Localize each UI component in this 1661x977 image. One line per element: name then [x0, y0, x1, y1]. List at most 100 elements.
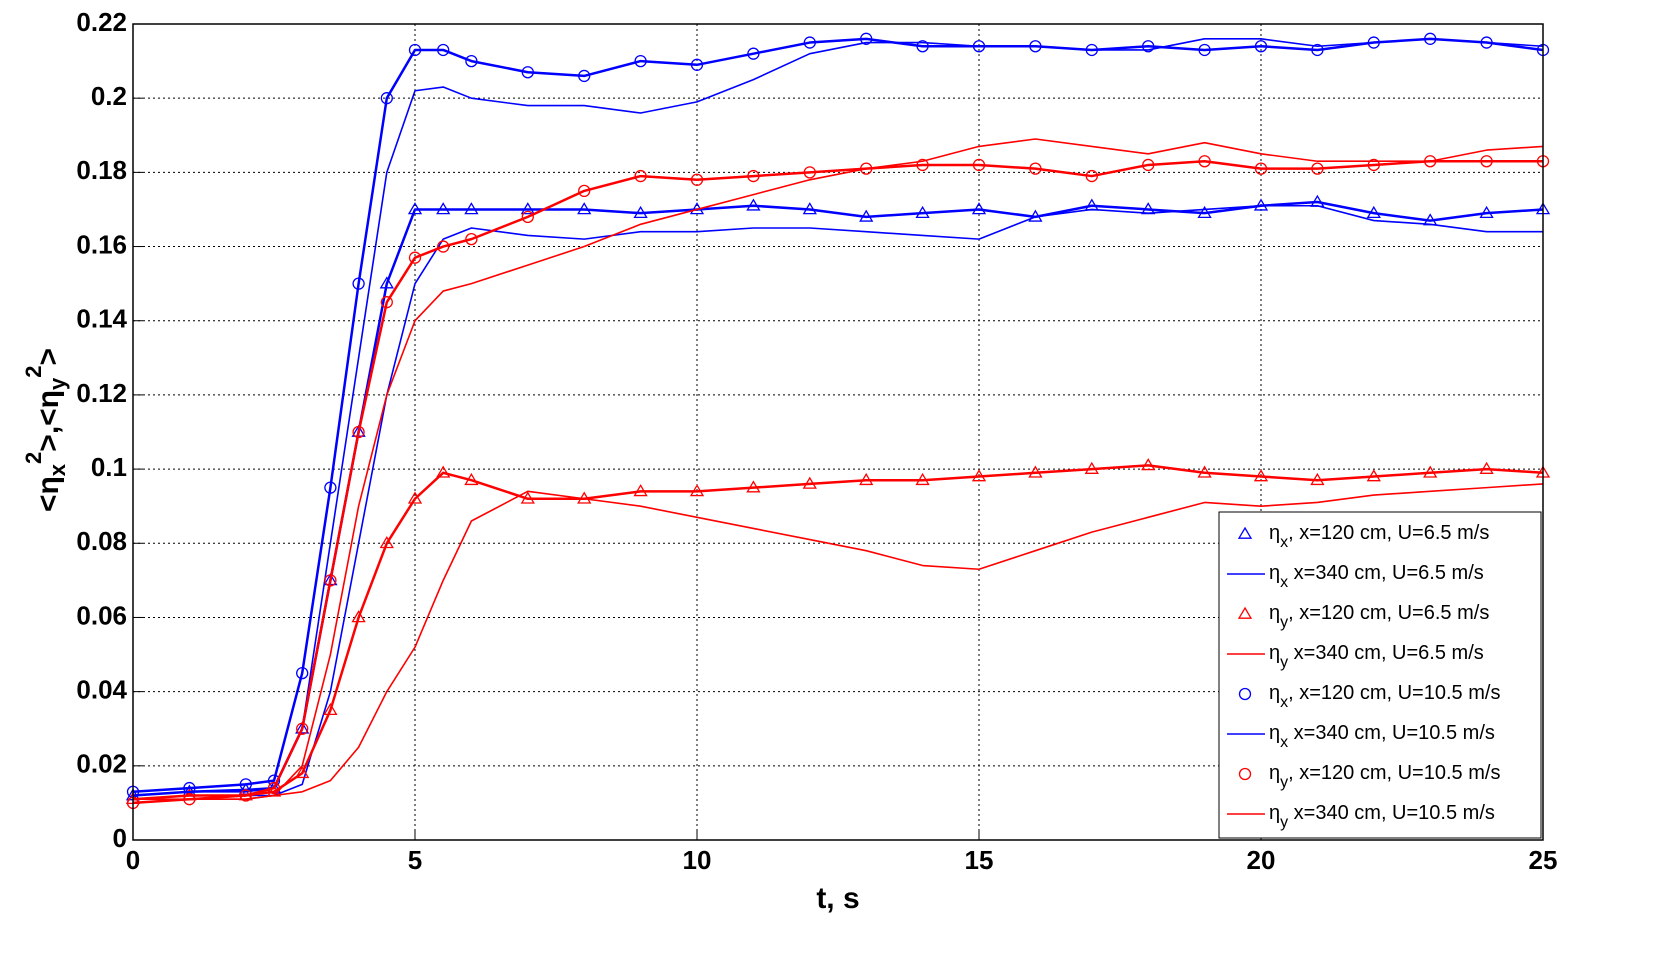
marker [803, 166, 816, 179]
marker [1142, 40, 1155, 53]
legend-label: ηy x=340 cm, U=6.5 m/s [1269, 642, 1484, 671]
x-tick-label: 5 [408, 845, 422, 875]
marker [1029, 162, 1042, 175]
marker [1254, 162, 1268, 175]
marker [689, 484, 705, 497]
marker [380, 92, 393, 105]
marker [1479, 461, 1494, 474]
marker [746, 198, 761, 211]
y-tick-label: 0.08 [76, 526, 127, 556]
legend-label: ηy, x=120 cm, U=10.5 m/s [1269, 762, 1500, 791]
legend: ηx, x=120 cm, U=6.5 m/s ηx x=340 cm, U=6.… [1218, 511, 1542, 839]
plot-frame [132, 23, 1544, 841]
series-line [132, 204, 1543, 800]
marker [1366, 205, 1381, 219]
marker [1197, 465, 1212, 478]
marker [915, 205, 930, 219]
marker [1198, 43, 1211, 57]
marker [1311, 162, 1324, 175]
marker [437, 240, 450, 253]
marker [859, 209, 874, 222]
marker [436, 465, 451, 478]
y-tick-label: 0.02 [76, 749, 127, 779]
marker [859, 472, 874, 486]
marker [578, 69, 591, 83]
legend-label: ηy x=340 cm, U=10.5 m/s [1269, 802, 1495, 831]
x-axis-label: t, s [816, 882, 859, 915]
marker [465, 232, 478, 246]
marker [239, 789, 252, 802]
y-tick-label: 0.12 [76, 378, 127, 408]
marker [1237, 606, 1253, 619]
marker [352, 425, 365, 439]
series-line [133, 483, 1544, 800]
x-tick-label: 20 [1247, 845, 1276, 875]
legend-label: ηx x=340 cm, U=6.5 m/s [1269, 562, 1484, 591]
legend-label: ηx x=340 cm, U=10.5 m/s [1269, 722, 1495, 751]
marker [747, 47, 760, 60]
x-tick-label: 25 [1529, 845, 1558, 875]
marker [323, 702, 338, 716]
marker [1238, 767, 1252, 781]
marker [379, 276, 394, 289]
marker [1142, 158, 1155, 172]
marker [295, 721, 310, 734]
marker [1310, 472, 1325, 486]
legend-label: ηy, x=120 cm, U=6.5 m/s [1269, 602, 1489, 631]
marker [1197, 205, 1212, 219]
y-tick-label: 0.06 [76, 600, 127, 630]
y-tick-label: 0.1 [91, 452, 127, 482]
marker [436, 202, 451, 215]
marker [1480, 155, 1493, 168]
marker [634, 54, 647, 68]
marker [1253, 469, 1269, 482]
marker [1311, 43, 1324, 57]
y-tick-label: 0 [113, 823, 127, 853]
marker [352, 277, 365, 290]
marker [437, 43, 450, 57]
marker [578, 184, 591, 198]
y-axis-label: <ηx2>,<ηy2> [21, 348, 70, 512]
marker [324, 481, 337, 494]
marker [633, 205, 648, 219]
marker [1367, 158, 1380, 172]
y-tick-label: 0.14 [76, 304, 127, 334]
y-tick-label: 0.16 [76, 229, 127, 259]
y-tick-label: 0.18 [76, 155, 127, 185]
marker [408, 43, 422, 57]
marker [520, 202, 535, 215]
x-tick-label: 10 [683, 845, 712, 875]
marker [1028, 465, 1043, 478]
marker [1198, 155, 1211, 168]
marker [296, 722, 309, 735]
marker [520, 491, 535, 504]
marker [295, 765, 310, 779]
marker [860, 32, 873, 45]
marker [1141, 458, 1156, 471]
marker [464, 202, 479, 215]
marker [747, 169, 760, 183]
marker [521, 210, 534, 224]
data [125, 32, 1551, 810]
marker [379, 535, 394, 549]
series-line [132, 138, 1544, 804]
series-line [132, 464, 1544, 801]
marker [746, 480, 761, 493]
marker [690, 173, 704, 186]
marker [465, 54, 478, 68]
series-line [132, 37, 1544, 794]
marker [1085, 169, 1098, 183]
marker [916, 158, 929, 172]
marker [464, 472, 479, 486]
y-tick-label: 0.22 [76, 7, 127, 37]
marker [1366, 469, 1381, 482]
series-line [132, 159, 1543, 805]
marker [971, 469, 987, 482]
marker [407, 202, 423, 215]
y-tick-label: 0.04 [76, 675, 127, 705]
grid [132, 23, 1544, 841]
marker [802, 202, 817, 215]
marker [803, 36, 816, 49]
marker [915, 472, 930, 486]
